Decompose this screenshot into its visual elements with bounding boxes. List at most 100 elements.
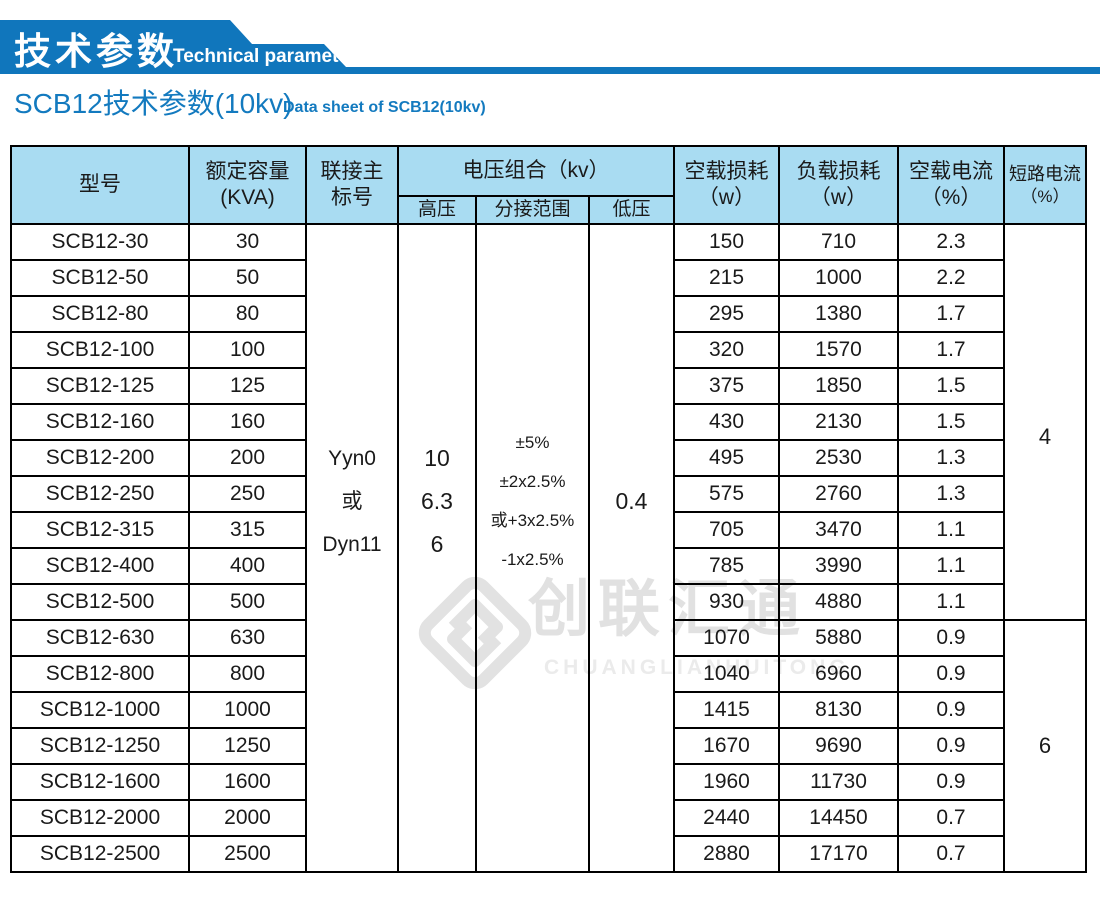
cell-model: SCB12-800 xyxy=(10,655,190,693)
cell-kva: 400 xyxy=(188,547,307,585)
cell-kva: 125 xyxy=(188,367,307,405)
cell-no-load-current: 2.3 xyxy=(897,223,1005,261)
cell-model: SCB12-400 xyxy=(10,547,190,585)
cell-model: SCB12-30 xyxy=(10,223,190,261)
cell-no-load-loss: 2880 xyxy=(673,835,780,873)
cell-model: SCB12-160 xyxy=(10,403,190,441)
cell-model: SCB12-500 xyxy=(10,583,190,621)
header-tap-range: 分接范围 xyxy=(475,195,590,225)
cell-load-loss: 3470 xyxy=(778,511,899,549)
cell-load-loss: 2530 xyxy=(778,439,899,477)
cell-load-loss: 1850 xyxy=(778,367,899,405)
cell-kva: 250 xyxy=(188,475,307,513)
header-lv: 低压 xyxy=(588,195,675,225)
cell-kva: 2500 xyxy=(188,835,307,873)
cell-no-load-current: 1.1 xyxy=(897,511,1005,549)
cell-kva: 200 xyxy=(188,439,307,477)
section-banner: 技术参数 Technical parameter xyxy=(0,20,1100,74)
cell-kva: 80 xyxy=(188,295,307,333)
cell-model: SCB12-200 xyxy=(10,439,190,477)
cell-kva: 1600 xyxy=(188,763,307,801)
header-vector-group: 联接主 标号 xyxy=(305,145,399,225)
cell-kva: 315 xyxy=(188,511,307,549)
banner-title-en: Technical parameter xyxy=(173,46,357,67)
cell-kva: 630 xyxy=(188,619,307,657)
cell-no-load-current: 1.1 xyxy=(897,547,1005,585)
page-subtitle: Data sheet of SCB12(10kv) xyxy=(283,99,486,116)
cell-model: SCB12-2500 xyxy=(10,835,190,873)
cell-no-load-current: 0.7 xyxy=(897,835,1005,873)
table-row: SCB12-30 30 Yyn0 或 Dyn11 10 6.3 6 ±5% ±2x2.5% 或+3x… xyxy=(10,223,1087,873)
cell-load-loss: 6960 xyxy=(778,655,899,693)
cell-load-loss: 4880 xyxy=(778,583,899,621)
cell-no-load-current: 0.9 xyxy=(897,619,1005,657)
cell-no-load-loss: 215 xyxy=(673,259,780,297)
cell-short-circuit-current: 6 xyxy=(1003,619,1087,873)
cell-no-load-loss: 495 xyxy=(673,439,780,477)
header-load-loss: 负载损耗 （w） xyxy=(778,145,899,225)
cell-model: SCB12-50 xyxy=(10,259,190,297)
cell-no-load-current: 0.9 xyxy=(897,727,1005,765)
cell-kva: 30 xyxy=(188,223,307,261)
cell-model: SCB12-80 xyxy=(10,295,190,333)
header-short-circuit-current: 短路电流 （%） xyxy=(1003,145,1087,225)
cell-no-load-current: 1.5 xyxy=(897,367,1005,405)
cell-load-loss: 2130 xyxy=(778,403,899,441)
page-title: SCB12技术参数(10kv) xyxy=(14,88,293,119)
cell-no-load-loss: 1070 xyxy=(673,619,780,657)
table-row: SCB12-1000 1000 1415 8130 0.9 xyxy=(10,691,1086,729)
cell-no-load-loss: 2440 xyxy=(673,799,780,837)
cell-no-load-loss: 1415 xyxy=(673,691,780,729)
table-row: SCB12-500 500 930 4880 1.1 xyxy=(10,583,1086,621)
cell-kva: 500 xyxy=(188,583,307,621)
table-row: SCB12-2000 2000 2440 14450 0.7 xyxy=(10,799,1086,837)
cell-no-load-loss: 930 xyxy=(673,583,780,621)
cell-no-load-current: 1.7 xyxy=(897,295,1005,333)
header-no-load-loss: 空载损耗 （w） xyxy=(673,145,780,225)
table-row: SCB12-80 80 295 1380 1.7 xyxy=(10,295,1086,333)
cell-no-load-loss: 295 xyxy=(673,295,780,333)
table-row: SCB12-1600 1600 1960 11730 0.9 xyxy=(10,763,1086,801)
cell-no-load-loss: 150 xyxy=(673,223,780,261)
cell-model: SCB12-1600 xyxy=(10,763,190,801)
table-row: SCB12-125 125 375 1850 1.5 xyxy=(10,367,1086,405)
table-row: SCB12-315 315 705 3470 1.1 xyxy=(10,511,1086,549)
cell-model: SCB12-1250 xyxy=(10,727,190,765)
cell-model: SCB12-315 xyxy=(10,511,190,549)
table-body: SCB12-30 30 Yyn0 或 Dyn11 10 6.3 6 ±5% ±2x2.5% 或+3x… xyxy=(10,223,1087,873)
cell-no-load-loss: 705 xyxy=(673,511,780,549)
cell-no-load-loss: 785 xyxy=(673,547,780,585)
cell-model: SCB12-2000 xyxy=(10,799,190,837)
table-row: SCB12-400 400 785 3990 1.1 xyxy=(10,547,1086,585)
spec-table: 型号 额定容量 (KVA) 联接主 标号 电压组合（kv） 空载损耗 （w） 负载损耗… xyxy=(10,145,1087,873)
header-hv: 高压 xyxy=(397,195,477,225)
table-row: SCB12-800 800 1040 6960 0.9 xyxy=(10,655,1086,693)
cell-load-loss: 1570 xyxy=(778,331,899,369)
cell-kva: 50 xyxy=(188,259,307,297)
header-model: 型号 xyxy=(10,145,190,225)
cell-kva: 2000 xyxy=(188,799,307,837)
cell-load-loss: 17170 xyxy=(778,835,899,873)
cell-load-loss: 11730 xyxy=(778,763,899,801)
cell-no-load-loss: 320 xyxy=(673,331,780,369)
cell-no-load-current: 0.7 xyxy=(897,799,1005,837)
table-row: SCB12-630 630 1070 5880 0.9 6 xyxy=(10,619,1087,873)
cell-load-loss: 8130 xyxy=(778,691,899,729)
cell-no-load-current: 1.5 xyxy=(897,403,1005,441)
cell-no-load-current: 2.2 xyxy=(897,259,1005,297)
cell-kva: 800 xyxy=(188,655,307,693)
cell-load-loss: 1000 xyxy=(778,259,899,297)
cell-no-load-loss: 1670 xyxy=(673,727,780,765)
cell-load-loss: 5880 xyxy=(778,619,899,657)
cell-no-load-loss: 575 xyxy=(673,475,780,513)
banner-title-cn: 技术参数 xyxy=(14,31,178,72)
cell-kva: 1000 xyxy=(188,691,307,729)
table-row: SCB12-2500 2500 2880 17170 0.7 xyxy=(10,835,1086,873)
cell-vector-group: Yyn0 或 Dyn11 xyxy=(305,223,399,873)
cell-load-loss: 14450 xyxy=(778,799,899,837)
cell-no-load-current: 0.9 xyxy=(897,691,1005,729)
table-row: SCB12-160 160 430 2130 1.5 xyxy=(10,403,1086,441)
cell-no-load-current: 0.9 xyxy=(897,655,1005,693)
cell-model: SCB12-630 xyxy=(10,619,190,657)
cell-no-load-current: 1.3 xyxy=(897,475,1005,513)
